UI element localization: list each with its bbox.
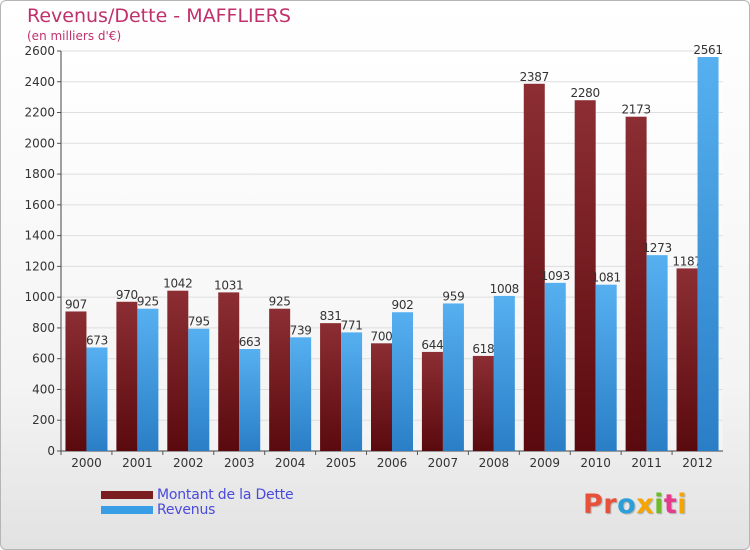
y-tick-label: 0 <box>47 444 55 458</box>
data-label-dette: 831 <box>320 309 342 323</box>
bar-revenus <box>646 255 668 451</box>
logo-letter: r <box>603 489 618 520</box>
legend-label-revenus: Revenus <box>157 501 216 518</box>
bar-revenus <box>392 312 413 451</box>
bar-revenus <box>290 337 312 451</box>
y-tick-label: 200 <box>32 413 55 427</box>
bar-dette <box>676 268 698 451</box>
y-tick-label: 2400 <box>24 75 55 89</box>
x-tick-label: 2011 <box>631 456 662 470</box>
bar-revenus <box>442 303 464 451</box>
bar-revenus <box>595 284 617 451</box>
y-tick-label: 2000 <box>24 136 55 150</box>
y-tick-label: 600 <box>32 352 55 366</box>
legend-swatch-revenus <box>101 505 153 514</box>
data-label-dette: 644 <box>421 338 443 352</box>
logo-letter: i <box>654 489 664 520</box>
bar-revenus <box>239 349 261 451</box>
data-label-dette: 618 <box>472 342 494 356</box>
y-tick-label: 1000 <box>24 290 55 304</box>
data-label-revenus: 1093 <box>541 269 570 283</box>
data-label-dette: 1187 <box>672 254 701 268</box>
data-label-dette: 2173 <box>621 103 650 117</box>
bar-dette <box>218 292 240 451</box>
bar-dette <box>167 290 189 451</box>
x-tick-label: 2002 <box>173 456 204 470</box>
x-tick-label: 2001 <box>122 456 153 470</box>
legend: Montant de la Dette Revenus <box>101 486 294 518</box>
x-tick-label: 2000 <box>71 456 102 470</box>
proxiti-logo[interactable]: Proxiti <box>583 489 687 520</box>
y-tick-label: 400 <box>32 382 55 396</box>
chart-title: Revenus/Dette - MAFFLIERS <box>27 5 291 27</box>
data-label-revenus: 925 <box>137 295 159 309</box>
x-tick-label: 2004 <box>275 456 306 470</box>
bar-revenus <box>697 57 719 451</box>
data-label-revenus: 795 <box>188 315 210 329</box>
data-label-dette: 970 <box>116 288 138 302</box>
bar-dette <box>421 351 443 451</box>
data-label-revenus: 2561 <box>693 43 722 57</box>
bar-dette <box>472 355 494 451</box>
data-label-dette: 1031 <box>214 278 243 292</box>
data-label-dette: 1042 <box>163 277 192 291</box>
data-label-revenus: 902 <box>391 298 413 312</box>
logo-letter: o <box>617 489 637 520</box>
bar-revenus <box>544 282 566 451</box>
y-tick-label: 1200 <box>24 259 55 273</box>
bar-dette <box>625 116 647 451</box>
data-label-dette: 2280 <box>571 86 600 100</box>
x-tick-label: 2005 <box>326 456 357 470</box>
legend-label-dette: Montant de la Dette <box>157 486 294 503</box>
data-label-revenus: 739 <box>290 323 312 337</box>
data-label-revenus: 959 <box>442 289 464 303</box>
y-tick-label: 800 <box>32 321 55 335</box>
data-label-revenus: 1008 <box>490 282 519 296</box>
chart-subtitle: (en milliers d'€) <box>27 29 122 43</box>
bar-revenus <box>137 308 159 451</box>
logo-letter: i <box>677 489 688 520</box>
bar-dette <box>269 308 291 451</box>
logo-letter: t <box>663 489 678 520</box>
bar-dette <box>371 343 392 451</box>
data-label-dette: 925 <box>269 295 291 309</box>
data-label-revenus: 1273 <box>642 241 671 255</box>
y-tick-label: 1800 <box>24 167 55 181</box>
x-tick-label: 2003 <box>224 456 255 470</box>
data-label-dette: 2387 <box>520 70 549 84</box>
x-tick-label: 2012 <box>682 456 713 470</box>
x-tick-label: 2006 <box>377 456 408 470</box>
data-label-revenus: 771 <box>341 318 363 332</box>
data-label-dette: 907 <box>65 297 87 311</box>
bar-revenus <box>188 328 210 451</box>
x-tick-label: 2010 <box>580 456 611 470</box>
x-tick-label: 2008 <box>479 456 510 470</box>
data-label-revenus: 673 <box>86 333 108 347</box>
logo-letter: x <box>636 489 655 520</box>
bar-dette <box>574 100 596 451</box>
bar-dette <box>65 311 87 451</box>
x-tick-label: 2007 <box>428 456 459 470</box>
legend-item-dette: Montant de la Dette <box>101 486 294 503</box>
bar-dette <box>523 83 545 452</box>
bar-revenus <box>341 332 363 451</box>
bar-dette <box>320 323 342 451</box>
data-label-dette: 700 <box>370 329 392 343</box>
y-tick-label: 2200 <box>24 106 55 120</box>
x-tick-label: 2009 <box>529 456 560 470</box>
bar-revenus <box>86 347 108 451</box>
bar-dette <box>116 301 138 451</box>
y-tick-label: 1600 <box>24 198 55 212</box>
data-label-revenus: 1081 <box>592 271 621 285</box>
legend-item-revenus: Revenus <box>101 501 293 518</box>
y-tick-label: 2600 <box>24 44 55 58</box>
data-label-revenus: 663 <box>239 335 261 349</box>
y-tick-label: 1400 <box>24 229 55 243</box>
bar-revenus <box>493 295 515 451</box>
legend-swatch-dette <box>101 490 153 499</box>
logo-letter: P <box>583 489 604 520</box>
